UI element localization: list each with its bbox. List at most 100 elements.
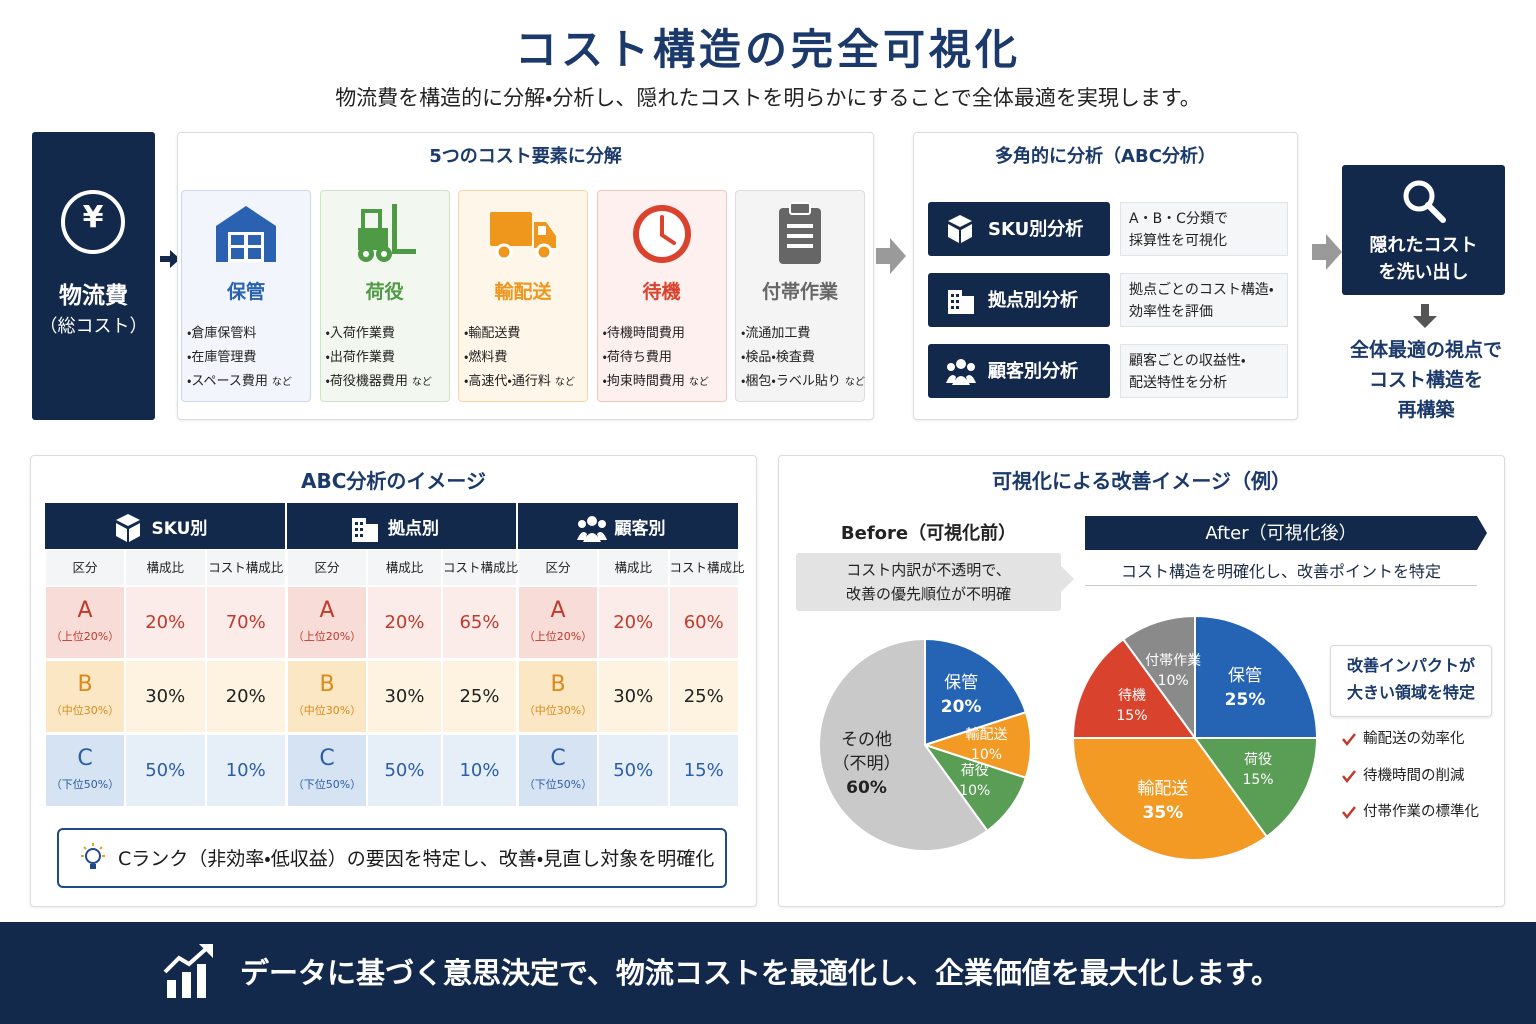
slice-name: 荷役 xyxy=(960,763,989,780)
table-cell: 50% xyxy=(598,734,669,807)
group-icon xyxy=(115,514,140,542)
slice-label: 待機 15% xyxy=(1116,686,1147,726)
rank: B xyxy=(319,672,335,697)
cost-icon xyxy=(632,205,691,263)
cost-name: 付帯作業 xyxy=(761,281,838,303)
rank-cell xyxy=(518,734,598,807)
slice-label: 荷役 15% xyxy=(1242,750,1273,790)
table-column-header: コスト構成比 xyxy=(668,549,745,586)
table-column-header: 構成比 xyxy=(367,549,442,586)
table-group-header xyxy=(518,503,739,549)
table-cell: 20% xyxy=(125,586,206,659)
table-cell: 25% xyxy=(442,660,517,733)
cost-icon xyxy=(779,202,821,264)
check-icon xyxy=(1342,806,1356,820)
bulb-icon xyxy=(81,843,105,869)
slice-name: その他 （不明） xyxy=(832,729,901,774)
cost-card xyxy=(181,190,311,402)
pie xyxy=(818,637,1032,852)
slice-name: 輸配送 xyxy=(965,727,1008,743)
after-banner xyxy=(1085,516,1487,550)
cost-detail: ・出荷作業費 xyxy=(325,350,395,365)
callout-item: 輸配送の効率化 xyxy=(1363,731,1465,747)
table-cell: 30% xyxy=(125,660,206,733)
slice-name: 保管 xyxy=(944,673,979,694)
table-group-name: 拠点別 xyxy=(388,519,439,539)
table-cell: 20% xyxy=(367,586,442,659)
slice-name: 待機 xyxy=(1117,687,1146,704)
breakdown-title: 5つのコスト要素に分解 xyxy=(429,146,622,167)
analysis-label-box xyxy=(928,344,1110,398)
rank-cell xyxy=(287,734,367,807)
growth-icon xyxy=(163,944,213,998)
callout-arrow xyxy=(1060,565,1074,593)
analysis-label: 拠点別分析 xyxy=(988,290,1078,311)
rank: C xyxy=(550,746,566,771)
rank: A xyxy=(550,598,566,623)
result-box xyxy=(1342,165,1505,295)
rank: B xyxy=(550,672,566,697)
rank-cell xyxy=(45,734,125,807)
cost-detail: ・在庫管理費 xyxy=(187,350,257,365)
rank-cell xyxy=(45,586,125,659)
analysis-title: 多角的に分析（ABC分析） xyxy=(995,146,1216,167)
cost-icon xyxy=(357,204,416,262)
yen-symbol: ¥ xyxy=(82,200,104,235)
rank-cell xyxy=(518,660,598,733)
rank-sub: （上位20%） xyxy=(50,630,120,643)
analysis-desc: 顧客ごとの収益性・ 配送特性を分析 xyxy=(1120,344,1288,398)
cost-name: 待機 xyxy=(642,281,681,303)
callout-item: 付帯作業の標準化 xyxy=(1363,804,1479,820)
slice-name: 輸配送 xyxy=(1137,779,1189,800)
table-group-name: 顧客別 xyxy=(614,519,666,539)
pie-slice xyxy=(1121,614,1196,742)
table-group-header xyxy=(45,503,286,549)
yen-icon xyxy=(61,190,125,254)
group-icon xyxy=(576,516,607,542)
pie-slice xyxy=(1071,737,1269,861)
abc-title: ABC分析のイメージ xyxy=(300,469,486,493)
table-cell: 25% xyxy=(668,660,739,733)
group-icon xyxy=(352,518,378,542)
check-icon xyxy=(1342,769,1356,783)
analysis-label: SKU別分析 xyxy=(988,219,1084,240)
table-cell: 30% xyxy=(598,660,669,733)
after-title: After（可視化後） xyxy=(1205,523,1357,544)
cost-detail: ・荷役機器費用 など xyxy=(325,374,432,389)
slice-label: その他 （不明） 60% xyxy=(833,728,901,800)
analysis-desc: A・B・C分類で 採算性を可視化 xyxy=(1120,202,1288,256)
slice-label: 輸配送 10% xyxy=(965,725,1007,765)
total-sublabel: （総コスト） xyxy=(39,316,148,337)
after-desc: コスト構造を明確化し、改善ポイントを特定 xyxy=(1085,558,1477,586)
pie-slice xyxy=(924,637,1028,747)
before-title: Before（可視化前） xyxy=(840,523,1017,544)
arrow xyxy=(1312,234,1342,270)
rank-cell xyxy=(287,586,367,659)
note-box xyxy=(57,828,727,888)
cost-icon xyxy=(216,206,276,262)
rank-sub: （下位50%） xyxy=(292,778,362,791)
table-group-name: SKU別 xyxy=(151,519,208,539)
table-cell: 60% xyxy=(668,586,739,659)
table-cell: 10% xyxy=(442,734,517,807)
table-column-header: コスト構成比 xyxy=(442,549,518,586)
slice-value: 35% xyxy=(1142,803,1184,824)
cost-card xyxy=(319,190,450,402)
slice-label: 荷役 10% xyxy=(959,761,990,801)
cost-name: 荷役 xyxy=(365,281,404,303)
rank: A xyxy=(319,598,335,623)
rank: C xyxy=(319,746,335,771)
cost-note: など xyxy=(271,377,292,388)
table-column-header: 区分 xyxy=(287,549,367,586)
analysis-icon xyxy=(948,290,974,314)
analysis-desc: 拠点ごとのコスト構造・ 効率性を評価 xyxy=(1120,273,1288,327)
pie-slice xyxy=(1194,614,1319,739)
rank: C xyxy=(77,746,93,771)
slice-label: 保管 20% xyxy=(941,671,982,719)
cost-detail: ・輸配送費 xyxy=(464,326,521,341)
analysis-icon xyxy=(948,215,972,243)
cost-detail: ・倉庫保管料 xyxy=(187,326,257,341)
slice-value: 10% xyxy=(1157,672,1189,689)
rank-sub: （中位30%） xyxy=(292,704,362,717)
